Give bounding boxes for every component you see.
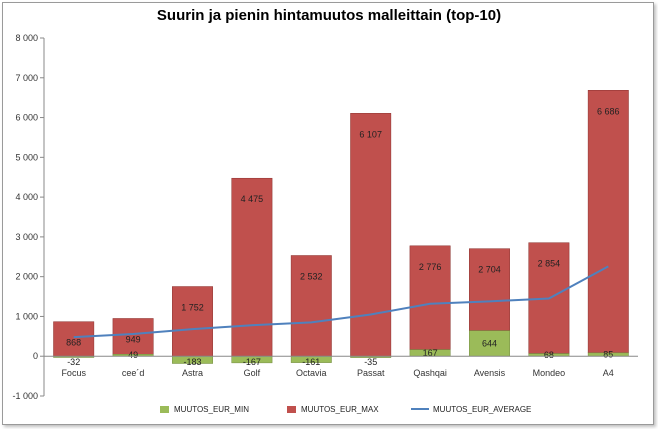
data-label-min: -183 [183, 357, 201, 367]
legend-swatch [160, 406, 169, 413]
data-label-max: 949 [126, 334, 141, 344]
data-label-max: 2 704 [478, 265, 501, 275]
data-label-min: -167 [243, 357, 261, 367]
x-tick-label: cee´d [122, 368, 145, 378]
bar-max [172, 286, 213, 357]
data-label-max: 6 107 [359, 129, 382, 139]
x-tick-label: Golf [244, 368, 261, 378]
y-tick-label: -1 000 [12, 391, 38, 401]
chart-title: Suurin ja pienin hintamuutos malleittain… [156, 7, 502, 24]
data-labels: 868 -32 949 49 1 752 -183 4 475 -167 2 532 -161 6 … [66, 106, 619, 367]
y-tick-label: 0 [33, 351, 38, 361]
legend: MUUTOS_EUR_MIN MUUTOS_EUR_MAX MUUTOS_EUR_A… [160, 405, 531, 414]
data-label-max: 2 776 [419, 262, 442, 272]
bar-max [469, 248, 510, 331]
x-tick-label: Qashqai [413, 368, 447, 378]
data-label-min: 167 [423, 348, 438, 358]
bar-min [469, 330, 510, 357]
y-tick-label: 3 000 [15, 232, 38, 242]
data-label-min: -35 [364, 357, 377, 367]
y-tick-label: 2 000 [15, 272, 38, 282]
x-axis: Focus cee´d Astra Golf Octavia Passat Qashqai A… [44, 355, 638, 378]
data-label-min: 85 [603, 350, 613, 360]
bar-max [350, 113, 392, 357]
data-label-min: 49 [128, 350, 138, 360]
bars [53, 90, 629, 364]
x-tick-label: Passat [357, 368, 385, 378]
y-axis: -1 000 0 1 000 2 000 3 000 4 000 5 000 6 000 7 0… [12, 33, 45, 401]
x-tick-label: A4 [603, 368, 614, 378]
data-label-min: -32 [67, 357, 80, 367]
data-label-max: 6 686 [597, 106, 620, 116]
legend-label: MUUTOS_EUR_AVERAGE [433, 405, 531, 414]
average-line [73, 265, 609, 339]
x-tick-label: Focus [61, 368, 86, 378]
y-tick-label: 1 000 [15, 311, 38, 321]
y-tick-label: 7 000 [15, 73, 38, 83]
y-tick-label: 4 000 [15, 192, 38, 202]
bar-max [587, 90, 629, 354]
data-label-max: 2 854 [538, 259, 561, 269]
y-tick-label: 8 000 [15, 33, 38, 43]
legend-label: MUUTOS_EUR_MIN [174, 405, 249, 414]
legend-label: MUUTOS_EUR_MAX [301, 405, 379, 414]
data-label-min: 644 [482, 338, 497, 348]
y-tick-label: 5 000 [15, 152, 38, 162]
x-tick-label: Avensis [474, 368, 506, 378]
x-tick-label: Astra [182, 368, 203, 378]
bar-max [409, 245, 451, 350]
x-tick-label: Mondeo [533, 368, 566, 378]
data-label-max: 1 752 [181, 303, 204, 313]
bar-max [231, 177, 273, 357]
y-tick-label: 6 000 [15, 113, 38, 123]
legend-swatch [287, 406, 296, 413]
data-label-min: -161 [302, 357, 320, 367]
bar-max [112, 318, 154, 355]
data-label-max: 2 532 [300, 272, 323, 282]
average-line-path [73, 265, 609, 339]
data-label-max: 4 475 [241, 194, 264, 204]
data-label-min: 68 [544, 350, 554, 360]
x-tick-label: Octavia [296, 368, 327, 378]
bar-max [290, 255, 332, 357]
data-label-max: 868 [66, 338, 81, 348]
